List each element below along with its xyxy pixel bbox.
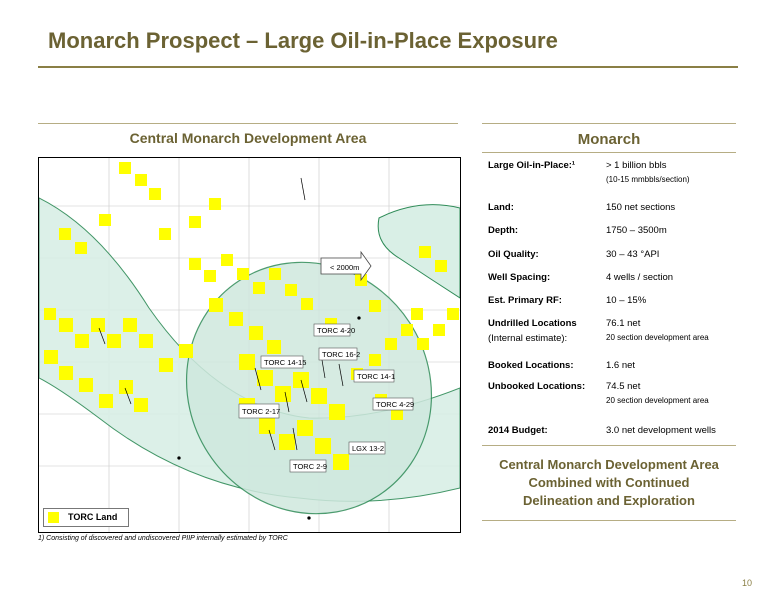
conclusion-bottom-divider: [482, 520, 736, 521]
well-label-torc-2-9: TORC 2-9: [293, 462, 327, 471]
map-heading: Central Monarch Development Area: [129, 130, 367, 146]
legend-swatch: [48, 512, 59, 523]
distance-arrow: [320, 250, 372, 282]
well-label-torc-4-20: TORC 4-20: [317, 326, 355, 335]
well-trajectories: [98, 177, 361, 520]
well-label-torc-14-1: TORC 14-1: [357, 372, 395, 381]
well-labels: TORC 4-20 TORC 14-15 TORC 16-2 TORC 14-1…: [238, 323, 414, 473]
footnote: 1) Consisting of discovered and undiscov…: [38, 535, 288, 542]
well-label-torc-14-15: TORC 14-15: [264, 358, 306, 367]
well-label-torc-4-29: TORC 4-29: [376, 400, 414, 409]
map-legend: TORC Land: [43, 508, 129, 527]
development-area-map: < 2000m TORC 4-20 TORC 14-15 TORC 16-2 T…: [38, 157, 461, 533]
legend-label: TORC Land: [68, 512, 118, 522]
map-canvas: < 2000m TORC 4-20 TORC 14-15 TORC 16-2 T…: [39, 158, 460, 532]
title-divider: [38, 66, 738, 68]
right-top-divider: [482, 123, 736, 124]
right-heading-divider: [482, 152, 736, 153]
conclusion-text: Central Monarch Development Area Combine…: [499, 457, 719, 508]
arrow-label: < 2000m: [330, 263, 359, 272]
left-top-divider: [38, 123, 458, 124]
well-label-torc-16-2: TORC 16-2: [322, 350, 360, 359]
summary-heading: Monarch: [577, 131, 641, 148]
well-label-lgx-13-2: LGX 13-2: [352, 444, 384, 453]
conclusion-top-divider: [482, 445, 736, 446]
well-label-torc-2-17: TORC 2-17: [242, 407, 280, 416]
page-title: Monarch Prospect – Large Oil-in-Place Ex…: [48, 28, 558, 53]
page-number: 10: [741, 578, 752, 588]
